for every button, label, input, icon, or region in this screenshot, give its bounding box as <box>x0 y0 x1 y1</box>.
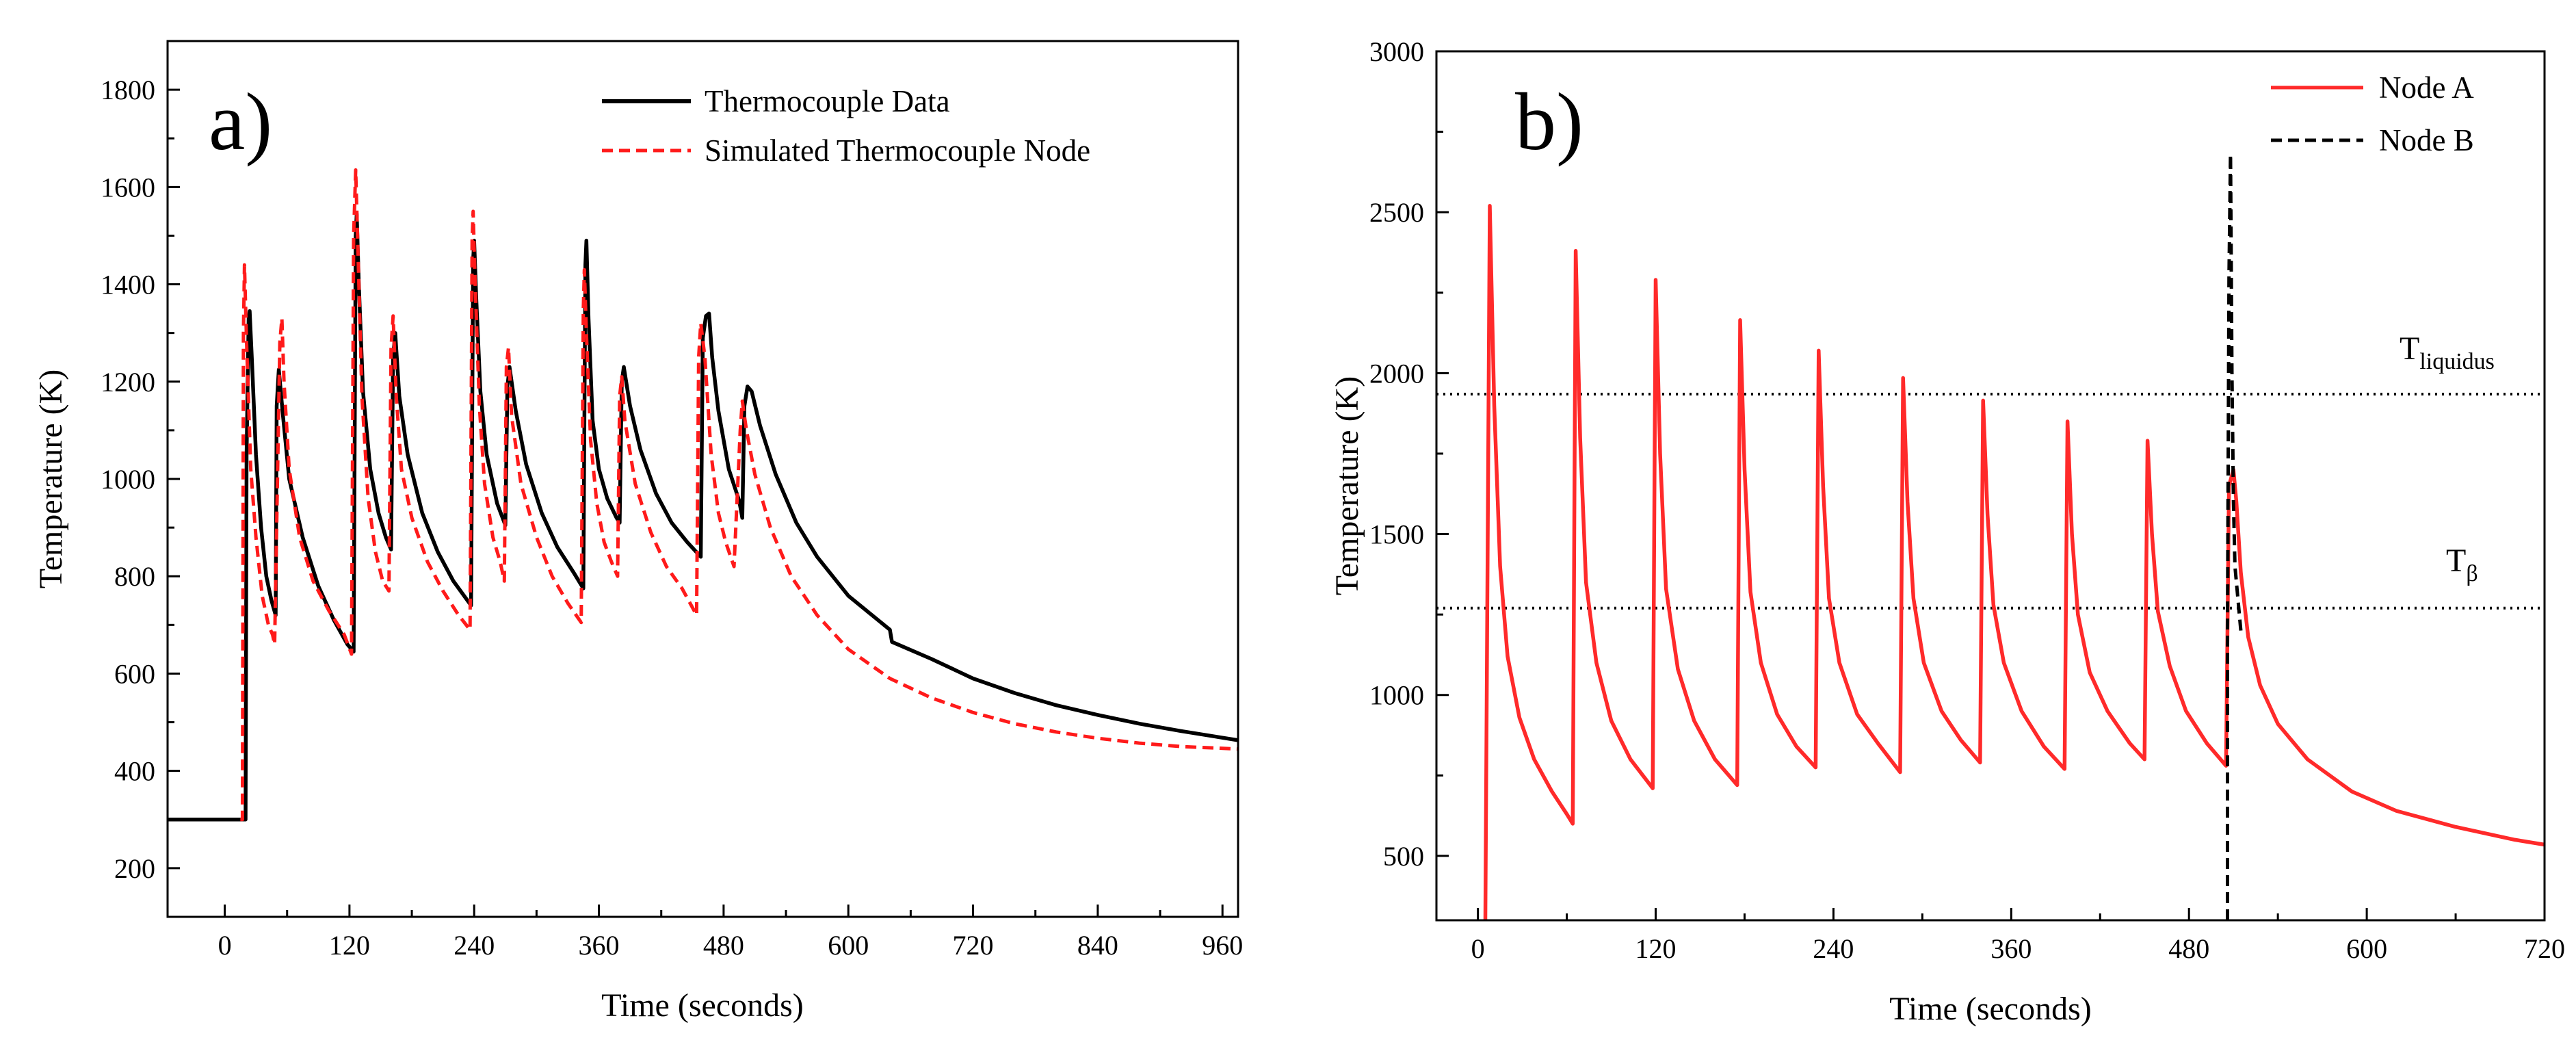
chart-b-legend: Node A Node B <box>2271 70 2474 157</box>
y-tick-label: 3000 <box>1369 36 1424 67</box>
x-tick-label: 720 <box>2524 933 2565 964</box>
x-tick-label: 480 <box>703 930 744 961</box>
reference-label-t-liquidus: Tliquidus <box>2400 330 2495 374</box>
chart-a-legend: Thermocouple Data Simulated Thermocouple… <box>602 84 1090 168</box>
y-tick-label: 2500 <box>1369 197 1424 228</box>
x-tick-label: 240 <box>454 930 495 961</box>
chart-b-panel-label: b) <box>1515 76 1583 167</box>
legend-label-thermocouple-data: Thermocouple Data <box>705 84 950 118</box>
y-tick-label: 1800 <box>101 75 155 105</box>
x-tick-label: 0 <box>218 930 232 961</box>
chart-b-x-axis-title: Time (seconds) <box>1889 991 2092 1027</box>
series-line-node-b <box>2226 153 2243 920</box>
series-line-node-a <box>1483 204 2545 921</box>
y-tick-label: 1600 <box>101 172 155 203</box>
series-line-thermocouple-data <box>168 211 1239 822</box>
x-tick-label: 720 <box>953 930 994 961</box>
series-line-simulated-thermocouple-node <box>240 168 1239 822</box>
y-tick-label: 1500 <box>1369 519 1424 550</box>
y-tick-label: 1000 <box>1369 680 1424 711</box>
chart-a-x-axis-title: Time (seconds) <box>601 987 804 1024</box>
x-tick-label: 240 <box>1813 933 1854 964</box>
y-tick-label: 600 <box>114 658 155 689</box>
y-tick-label: 1400 <box>101 270 155 300</box>
x-tick-label: 120 <box>329 930 370 961</box>
y-tick-label: 1000 <box>101 464 155 495</box>
x-tick-label: 120 <box>1635 933 1677 964</box>
y-tick-label: 500 <box>1383 841 1424 872</box>
y-tick-label: 1200 <box>101 367 155 398</box>
x-tick-label: 360 <box>579 930 620 961</box>
chart-a-marks <box>168 168 1239 822</box>
y-tick-label: 200 <box>114 853 155 884</box>
x-tick-label: 600 <box>2346 933 2387 964</box>
chart-b-marks <box>1436 153 2545 921</box>
chart-b-axes: 0 120 240 360 480 600 720 500 1000 1500 2000 2500 30… <box>1369 36 2565 964</box>
chart-a-axes: 0 120 240 360 480 600 720 840 960 200 400 600 800 100… <box>101 75 1243 961</box>
y-tick-label: 400 <box>114 756 155 787</box>
legend-label-node-b: Node B <box>2379 123 2474 157</box>
y-tick-label: 2000 <box>1369 358 1424 389</box>
chart-panel-b: 0 120 240 360 480 600 720 500 1000 1500 2000 2500 30… <box>1329 36 2565 1027</box>
legend-label-node-a: Node A <box>2379 70 2474 105</box>
chart-b-y-axis-title: Temperature (K) <box>1329 376 1365 595</box>
x-tick-label: 0 <box>1471 933 1485 964</box>
chart-a-y-axis-title: Temperature (K) <box>33 369 69 588</box>
x-tick-label: 360 <box>1990 933 2032 964</box>
chart-b-plot-frame <box>1435 50 2546 922</box>
chart-a-panel-label: a) <box>209 76 272 167</box>
x-tick-label: 960 <box>1202 930 1243 961</box>
y-tick-label: 800 <box>114 561 155 592</box>
x-tick-label: 480 <box>2168 933 2209 964</box>
reference-label-t-beta: Tβ <box>2446 543 2478 586</box>
chart-panel-a: 0 120 240 360 480 600 720 840 960 200 400 600 800 100… <box>33 40 1243 1024</box>
legend-label-simulated-thermocouple-node: Simulated Thermocouple Node <box>705 133 1090 168</box>
x-tick-label: 840 <box>1077 930 1118 961</box>
x-tick-label: 600 <box>828 930 869 961</box>
